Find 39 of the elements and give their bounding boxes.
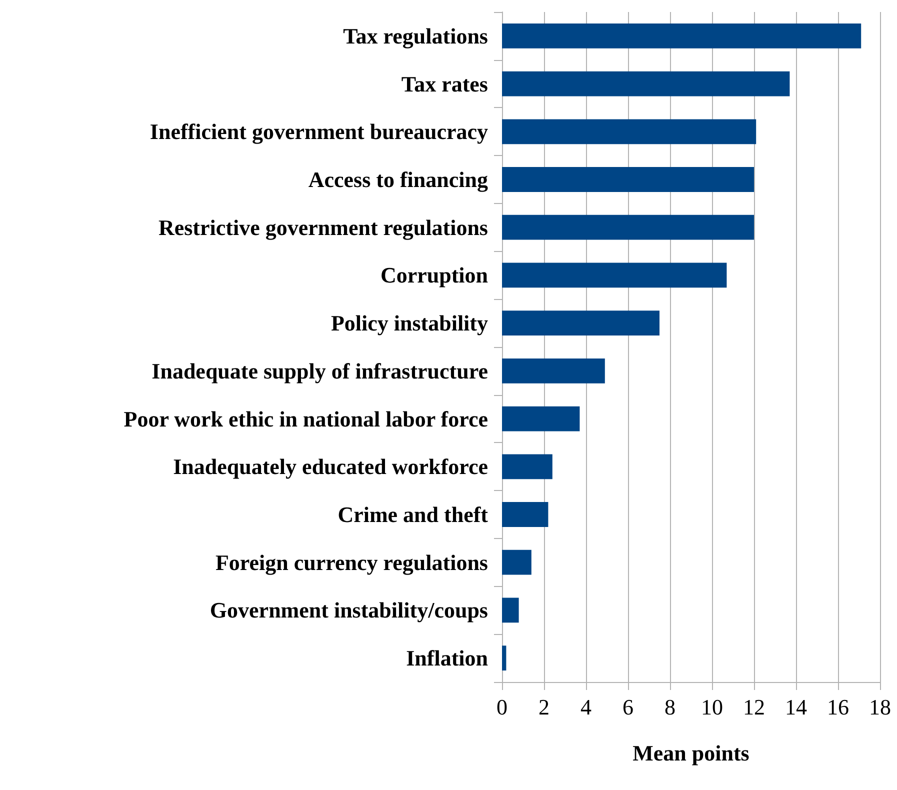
bar	[502, 167, 754, 192]
bar	[502, 71, 790, 96]
x-tick-label: 12	[743, 694, 765, 720]
y-tick-label: Inflation	[406, 646, 488, 671]
bar	[502, 454, 552, 480]
bar	[502, 406, 580, 432]
y-tick-label: Inefficient government bureaucracy	[150, 119, 488, 144]
bar	[502, 358, 605, 384]
bar	[502, 262, 727, 288]
y-tick-label: Tax rates	[401, 71, 488, 96]
bar	[502, 119, 756, 144]
bar	[502, 310, 660, 336]
y-tick-label: Poor work ethic in national labor force	[124, 406, 488, 432]
x-tick-label: 16	[827, 694, 849, 720]
x-tick-label: 14	[785, 694, 807, 720]
bar	[502, 214, 754, 240]
y-tick-label: Inadequately educated workforce	[173, 454, 488, 480]
x-tick-label: 6	[622, 694, 634, 720]
y-tick-label: Corruption	[380, 262, 488, 288]
bar	[502, 23, 862, 48]
y-tick-label: Access to financing	[308, 167, 488, 192]
y-tick-label: Foreign currency regulations	[215, 550, 488, 575]
y-tick-label: Crime and theft	[338, 502, 489, 527]
bar	[502, 550, 532, 575]
x-tick-label: 8	[664, 694, 676, 720]
y-tick-label: Restrictive government regulations	[158, 214, 488, 240]
y-tick-label: Tax regulations	[343, 23, 488, 48]
x-tick-label: 10	[701, 694, 723, 720]
x-tick-label: 18	[869, 694, 891, 720]
x-tick-label: 4	[580, 694, 592, 720]
y-tick-label: Inadequate supply of infrastructure	[152, 358, 488, 384]
x-axis-title: Mean points	[632, 740, 750, 766]
x-tick-label: 2	[538, 694, 550, 720]
y-tick-label: Policy instability	[330, 310, 488, 336]
y-tick-label: Government instability/coups	[210, 598, 488, 623]
bar	[502, 598, 519, 623]
x-tick-label: 0	[496, 694, 508, 720]
bar	[502, 646, 506, 671]
bar	[502, 502, 548, 527]
